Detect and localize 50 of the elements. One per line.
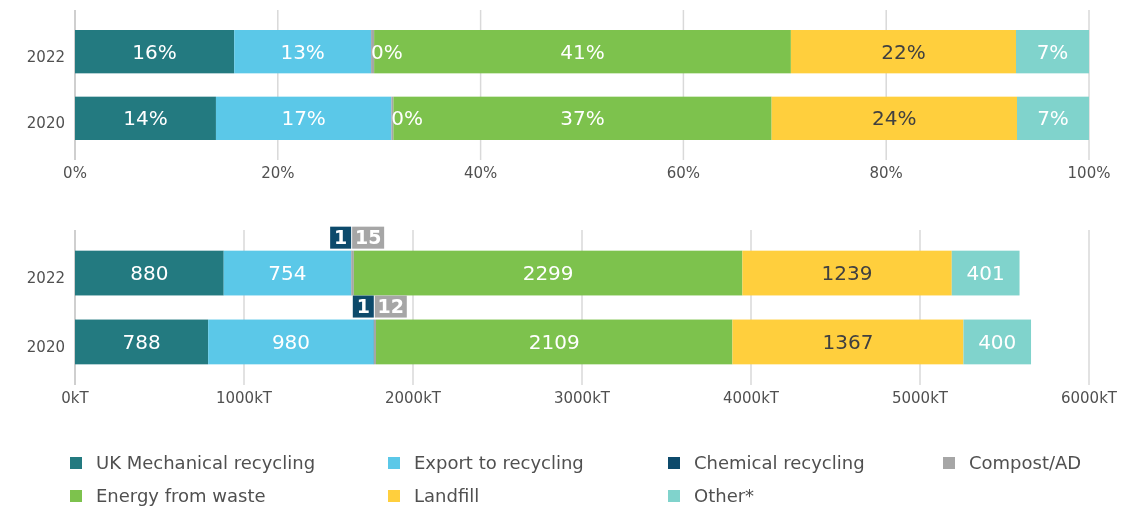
data-label: 788 [122, 329, 161, 354]
x-tick-label: 40% [463, 164, 498, 182]
legend-label: Energy from waste [96, 485, 266, 507]
data-label: 17% [281, 106, 326, 131]
y-tick-label: 2022 [26, 269, 65, 288]
legend-label: Export to recycling [414, 452, 584, 474]
x-tick-label: 0kT [61, 389, 90, 407]
data-label: 24% [872, 106, 917, 131]
legend-label: UK Mechanical recycling [96, 452, 316, 474]
x-tick-label: 2000kT [384, 389, 442, 407]
data-label: 1239 [821, 261, 873, 286]
data-label: 7% [1036, 39, 1069, 64]
data-label: 401 [966, 261, 1005, 286]
data-label: 37% [560, 106, 605, 131]
x-tick-label: 5000kT [891, 389, 949, 407]
data-label: 880 [130, 261, 169, 286]
data-label: 12 [377, 295, 405, 318]
legend-label: Chemical recycling [694, 452, 865, 474]
legend-label: Other* [694, 485, 755, 507]
y-tick-label: 2020 [26, 337, 65, 356]
data-label: 15 [354, 226, 382, 249]
x-tick-label: 100% [1067, 164, 1111, 182]
data-label: 0% [391, 106, 424, 131]
data-label: 13% [280, 39, 325, 64]
data-label: 0% [371, 39, 403, 64]
data-label: 980 [271, 329, 311, 354]
data-label: 1 [334, 226, 348, 249]
data-label: 41% [560, 39, 605, 64]
x-tick-label: 3000kT [553, 389, 611, 407]
y-tick-label: 2020 [26, 114, 65, 133]
data-label: 7% [1037, 106, 1069, 131]
x-tick-label: 80% [869, 164, 903, 182]
x-tick-label: 1000kT [215, 389, 273, 407]
legend-label: Compost/AD [969, 452, 1082, 474]
y-tick-label: 2022 [26, 47, 65, 66]
legend-label: Landfill [414, 485, 480, 507]
x-tick-label: 20% [261, 164, 295, 182]
data-label: 22% [881, 39, 926, 64]
x-tick-label: 0% [63, 164, 87, 182]
data-label: 400 [978, 329, 1017, 354]
data-label: 1367 [822, 329, 874, 354]
x-tick-label: 60% [666, 164, 701, 182]
x-tick-label: 4000kT [722, 389, 780, 407]
data-label: 14% [123, 106, 168, 131]
data-label: 1 [356, 295, 370, 318]
data-label: 16% [132, 39, 177, 64]
data-label: 2109 [528, 329, 580, 354]
data-label: 2299 [522, 261, 574, 286]
x-tick-label: 6000kT [1060, 389, 1118, 407]
data-label: 754 [268, 261, 307, 286]
